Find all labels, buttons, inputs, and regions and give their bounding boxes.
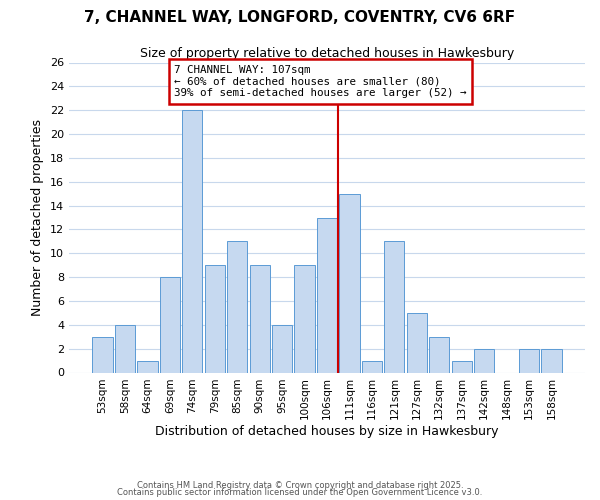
Text: 7 CHANNEL WAY: 107sqm
← 60% of detached houses are smaller (80)
39% of semi-deta: 7 CHANNEL WAY: 107sqm ← 60% of detached … (175, 65, 467, 98)
Text: Contains public sector information licensed under the Open Government Licence v3: Contains public sector information licen… (118, 488, 482, 497)
Bar (317, 218, 337, 372)
Bar (92, 336, 113, 372)
Bar (384, 242, 404, 372)
Bar (115, 325, 135, 372)
Bar (407, 313, 427, 372)
Bar (272, 325, 292, 372)
Y-axis label: Number of detached properties: Number of detached properties (31, 119, 44, 316)
Bar (519, 348, 539, 372)
Bar (205, 265, 225, 372)
Bar (295, 265, 314, 372)
X-axis label: Distribution of detached houses by size in Hawkesbury: Distribution of detached houses by size … (155, 425, 499, 438)
Bar (474, 348, 494, 372)
Bar (250, 265, 270, 372)
Bar (429, 336, 449, 372)
Bar (452, 360, 472, 372)
Bar (137, 360, 158, 372)
Text: Contains HM Land Registry data © Crown copyright and database right 2025.: Contains HM Land Registry data © Crown c… (137, 480, 463, 490)
Bar (227, 242, 247, 372)
Bar (160, 277, 180, 372)
Bar (362, 360, 382, 372)
Text: 7, CHANNEL WAY, LONGFORD, COVENTRY, CV6 6RF: 7, CHANNEL WAY, LONGFORD, COVENTRY, CV6 … (85, 10, 515, 25)
Bar (182, 110, 202, 372)
Bar (340, 194, 359, 372)
Bar (541, 348, 562, 372)
Title: Size of property relative to detached houses in Hawkesbury: Size of property relative to detached ho… (140, 47, 514, 60)
